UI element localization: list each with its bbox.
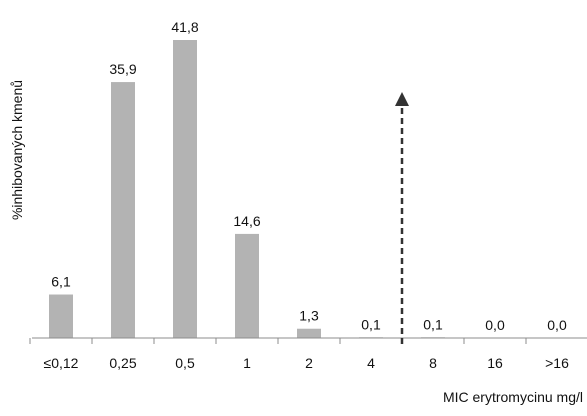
x-tick-label: 8: [429, 355, 437, 371]
x-tick-label: 0,5: [175, 355, 195, 371]
x-tick-label: ≤0,12: [44, 355, 79, 371]
bar: [297, 328, 321, 338]
data-label: 0,0: [547, 317, 567, 333]
bar: [235, 233, 259, 338]
data-label: 0,0: [485, 317, 505, 333]
bar: [111, 82, 135, 339]
data-label: 41,8: [171, 19, 198, 35]
data-label: 0,1: [361, 316, 381, 332]
bar: [173, 40, 197, 338]
x-tick-label: 16: [487, 355, 503, 371]
x-ticks-layer: [29, 338, 527, 344]
annotation-layer: [395, 92, 409, 344]
y-axis-title: %inhibovaných kmenů: [9, 80, 25, 220]
bars-layer: [49, 40, 445, 339]
data-label: 0,1: [423, 316, 443, 332]
data-label: 1,3: [299, 308, 319, 324]
arrow-head-icon: [395, 92, 409, 106]
bar: [49, 294, 73, 338]
data-label: 35,9: [109, 61, 136, 77]
x-axis-title: MIC erytromycinu mg/l: [443, 389, 583, 405]
x-tick-label: 4: [367, 355, 375, 371]
x-tick-label: >16: [545, 355, 569, 371]
x-tick-labels-layer: ≤0,12 0,25 0,5 1 2 4 8 16 >16: [44, 355, 570, 371]
x-tick-label: 2: [305, 355, 313, 371]
data-label: 6,1: [51, 274, 71, 290]
value-labels-layer: 6,1 35,9 41,8 14,6 1,3 0,1 0,1 0,0 0,0: [51, 19, 567, 333]
data-label: 14,6: [233, 213, 260, 229]
x-tick-label: 0,25: [109, 355, 136, 371]
x-tick-label: 1: [243, 355, 251, 371]
